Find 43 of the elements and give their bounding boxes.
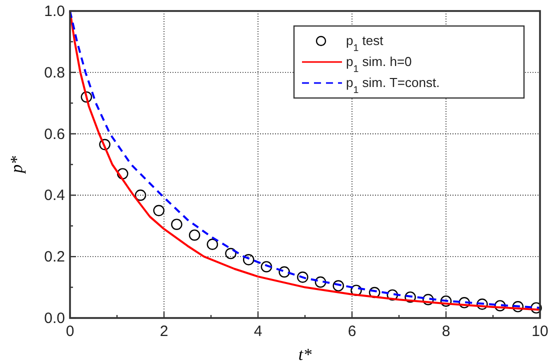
point (368, 286, 380, 298)
legend-label: p$_{1}$ sim. T=const. (346, 75, 440, 96)
y-tick-label: 0.6 (44, 126, 65, 143)
point (278, 266, 290, 278)
point (530, 302, 542, 314)
point (332, 280, 344, 292)
x-axis-title: t* (298, 345, 312, 363)
point (99, 138, 110, 150)
point (512, 301, 524, 312)
y-tick-label: 0.2 (44, 248, 65, 266)
point (80, 91, 92, 103)
point (476, 298, 488, 310)
x-tick-label: 0 (66, 323, 74, 340)
point (171, 218, 182, 230)
point (116, 168, 128, 180)
point (206, 238, 218, 250)
point (188, 229, 200, 241)
legend-label: p$_{1}$ sim. h=0 (346, 54, 412, 74)
y-tick-label: 0.4 (44, 187, 65, 204)
point (297, 272, 308, 283)
point (134, 190, 146, 201)
legend-label: p$_{1}$ test (346, 33, 384, 54)
point (386, 289, 398, 301)
x-tick-label: 4 (254, 323, 262, 340)
point (494, 300, 506, 312)
point (350, 284, 362, 296)
point (314, 276, 326, 288)
point (404, 291, 416, 303)
y-tick-label: 0.8 (44, 64, 65, 82)
point (153, 204, 164, 216)
point (225, 248, 236, 260)
text: 1.0 (44, 3, 65, 20)
x-tick-label: 10 (532, 323, 548, 340)
point (422, 294, 434, 306)
y-axis-title: p* (7, 156, 26, 174)
x-tick-label: 6 (348, 323, 356, 340)
point (458, 297, 470, 308)
x-tick-label: 2 (160, 323, 168, 340)
point (260, 261, 272, 272)
point (440, 295, 452, 307)
point (242, 254, 254, 266)
text: 0.0 (44, 310, 65, 327)
x-tick-label: 8 (442, 323, 450, 340)
